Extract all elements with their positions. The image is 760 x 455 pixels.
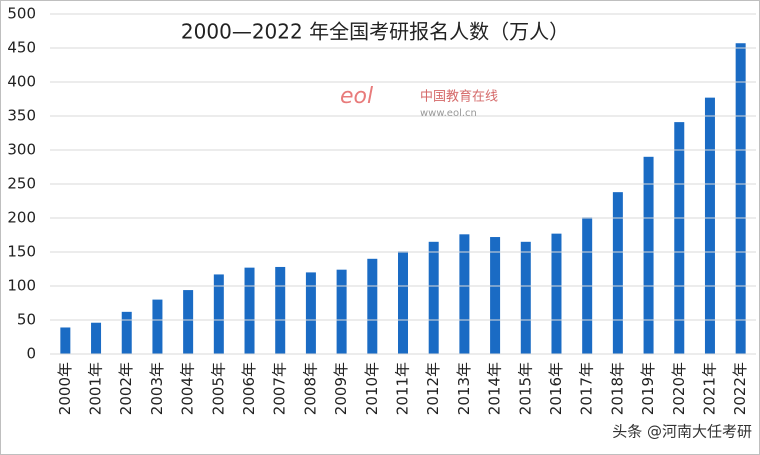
bar	[305, 272, 316, 354]
x-tick-label: 2019年	[639, 362, 657, 415]
x-tick-label: 2012年	[424, 362, 442, 415]
bar	[398, 251, 408, 354]
bar	[735, 43, 746, 355]
bar	[121, 311, 132, 354]
source-note: 头条 @河南大任考研	[612, 423, 752, 441]
x-tick-label: 2003年	[148, 362, 166, 415]
bar	[183, 290, 194, 354]
x-tick-label: 2010年	[363, 362, 381, 415]
y-tick-label: 50	[17, 311, 36, 329]
bar	[152, 299, 163, 354]
x-tick-label: 2000年	[56, 362, 74, 415]
bar	[674, 122, 685, 355]
bar	[367, 258, 378, 354]
x-tick-label: 2009年	[332, 362, 350, 415]
x-tick-label: 2020年	[670, 362, 688, 415]
x-tick-label: 2011年	[394, 362, 412, 415]
bar	[490, 237, 501, 354]
y-tick-label: 250	[7, 175, 36, 193]
watermark: 中国教育在线	[420, 89, 498, 105]
y-tick-label: 400	[7, 73, 36, 91]
y-tick-label: 350	[7, 107, 36, 125]
bar	[60, 327, 71, 354]
bar	[612, 192, 623, 354]
x-tick-label: 2007年	[271, 362, 289, 415]
y-tick-label: 0	[26, 345, 36, 363]
bar	[91, 322, 102, 354]
x-tick-label: 2002年	[117, 362, 135, 415]
x-tick-label: 2018年	[608, 362, 626, 415]
x-tick-label: 2005年	[209, 362, 227, 415]
x-tick-label: 2014年	[486, 362, 504, 415]
x-tick-label: 2013年	[455, 362, 473, 415]
y-tick-label: 100	[7, 277, 36, 295]
bar	[244, 267, 255, 354]
y-tick-label: 150	[7, 243, 36, 261]
bar	[275, 266, 286, 354]
bar	[704, 97, 715, 354]
bar	[336, 269, 347, 354]
y-tick-label: 200	[7, 209, 36, 227]
x-tick-label: 2016年	[547, 362, 565, 415]
x-tick-label: 2004年	[179, 362, 197, 415]
chart-title: 2000—2022 年全国考研报名人数（万人）	[181, 20, 569, 44]
bar	[551, 233, 562, 354]
bar	[520, 241, 531, 354]
bar	[428, 241, 439, 354]
x-tick-label: 2001年	[87, 362, 105, 415]
y-tick-label: 450	[7, 39, 36, 57]
x-tick-label: 2022年	[731, 362, 749, 415]
bar	[459, 234, 470, 354]
x-tick-label: 2006年	[240, 362, 258, 415]
bar	[213, 274, 224, 354]
y-tick-label: 300	[7, 141, 36, 159]
bar	[643, 156, 654, 354]
x-tick-label: 2008年	[301, 362, 319, 415]
y-tick-label: 500	[7, 5, 36, 23]
watermark-logo: eol	[340, 84, 373, 109]
x-tick-label: 2015年	[516, 362, 534, 415]
watermark-url: www.eol.cn	[420, 108, 477, 119]
x-tick-label: 2021年	[700, 362, 718, 415]
x-tick-label: 2017年	[578, 362, 596, 415]
